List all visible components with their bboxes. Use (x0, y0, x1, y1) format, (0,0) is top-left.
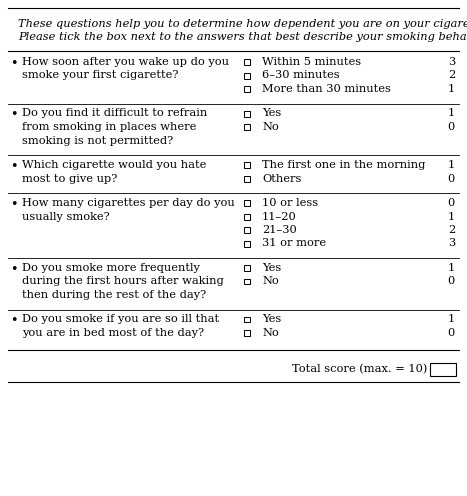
Bar (244, 86, 249, 92)
Text: No: No (262, 276, 279, 287)
Text: More than 30 minutes: More than 30 minutes (262, 84, 391, 94)
Bar (244, 60, 249, 65)
Text: Yes: Yes (262, 109, 281, 119)
Text: No: No (262, 328, 279, 338)
Text: smoke your first cigarette?: smoke your first cigarette? (22, 70, 178, 80)
Bar (244, 200, 249, 206)
Text: most to give up?: most to give up? (22, 174, 117, 184)
Text: you are in bed most of the day?: you are in bed most of the day? (22, 328, 204, 338)
Text: 21–30: 21–30 (262, 225, 297, 235)
Text: 3: 3 (448, 57, 455, 67)
Text: 1: 1 (448, 160, 455, 170)
Bar (244, 214, 249, 220)
Text: Do you find it difficult to refrain: Do you find it difficult to refrain (22, 109, 207, 119)
Text: 2: 2 (448, 70, 455, 80)
Text: Within 5 minutes: Within 5 minutes (262, 57, 361, 67)
Bar (244, 228, 249, 233)
Text: 31 or more: 31 or more (262, 239, 326, 248)
Text: •: • (10, 160, 17, 173)
Text: 0: 0 (448, 122, 455, 132)
Text: during the first hours after waking: during the first hours after waking (22, 276, 224, 287)
Bar (244, 111, 249, 117)
Bar (244, 124, 249, 130)
Text: These questions help you to determine how dependent you are on your cigarettes.: These questions help you to determine ho… (18, 19, 467, 29)
Text: 3: 3 (448, 239, 455, 248)
Text: •: • (10, 314, 17, 327)
Bar (244, 317, 249, 322)
Text: •: • (10, 57, 17, 69)
Text: 0: 0 (448, 328, 455, 338)
Text: Total score (max. = 10): Total score (max. = 10) (291, 364, 427, 374)
Bar (244, 241, 249, 247)
Text: Yes: Yes (262, 263, 281, 273)
Text: Do you smoke more frequently: Do you smoke more frequently (22, 263, 200, 273)
Text: smoking is not permitted?: smoking is not permitted? (22, 135, 173, 145)
Bar (244, 279, 249, 285)
Text: 0: 0 (448, 276, 455, 287)
Text: 2: 2 (448, 225, 455, 235)
Bar (244, 176, 249, 182)
Text: Do you smoke if you are so ill that: Do you smoke if you are so ill that (22, 314, 219, 324)
Text: Please tick the box next to the answers that best describe your smoking behavior: Please tick the box next to the answers … (18, 33, 467, 43)
Text: 1: 1 (448, 109, 455, 119)
Bar (244, 330, 249, 336)
Bar (244, 265, 249, 271)
Text: then during the rest of the day?: then during the rest of the day? (22, 290, 206, 300)
Text: 1: 1 (448, 84, 455, 94)
Text: 0: 0 (448, 174, 455, 184)
Text: Others: Others (262, 174, 301, 184)
Text: 1: 1 (448, 263, 455, 273)
Text: usually smoke?: usually smoke? (22, 211, 110, 222)
Bar (244, 163, 249, 168)
Text: 1: 1 (448, 314, 455, 324)
Text: 0: 0 (448, 198, 455, 208)
Text: •: • (10, 197, 17, 211)
Text: 6–30 minutes: 6–30 minutes (262, 70, 340, 80)
Text: Yes: Yes (262, 314, 281, 324)
Text: •: • (10, 108, 17, 121)
Text: The first one in the morning: The first one in the morning (262, 160, 425, 170)
Text: 11–20: 11–20 (262, 211, 297, 222)
Bar (430, 363, 456, 375)
Text: Which cigarette would you hate: Which cigarette would you hate (22, 160, 206, 170)
Text: 10 or less: 10 or less (262, 198, 318, 208)
Text: 1: 1 (448, 211, 455, 222)
Text: No: No (262, 122, 279, 132)
Text: How many cigarettes per day do you: How many cigarettes per day do you (22, 198, 235, 208)
Bar (244, 73, 249, 78)
Text: How soon after you wake up do you: How soon after you wake up do you (22, 57, 229, 67)
Text: from smoking in places where: from smoking in places where (22, 122, 197, 132)
Text: •: • (10, 262, 17, 276)
